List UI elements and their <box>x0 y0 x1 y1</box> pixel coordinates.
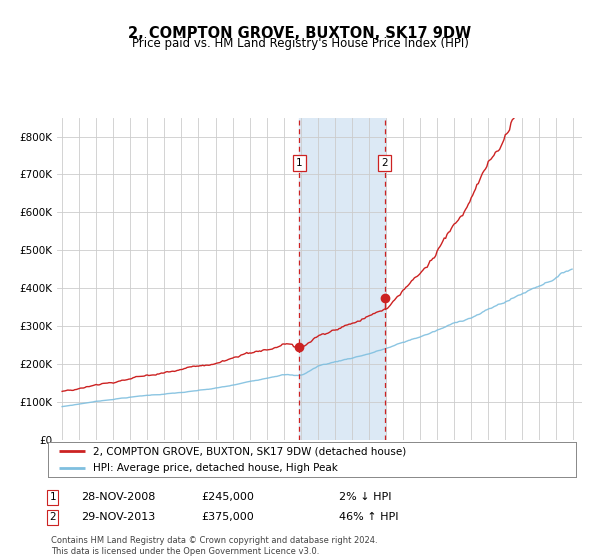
Text: 1: 1 <box>296 158 302 167</box>
Text: 2, COMPTON GROVE, BUXTON, SK17 9DW (detached house): 2, COMPTON GROVE, BUXTON, SK17 9DW (deta… <box>93 446 406 456</box>
Text: Contains HM Land Registry data © Crown copyright and database right 2024.
This d: Contains HM Land Registry data © Crown c… <box>51 536 377 556</box>
Text: 29-NOV-2013: 29-NOV-2013 <box>81 512 155 522</box>
Text: £245,000: £245,000 <box>201 492 254 502</box>
Text: Price paid vs. HM Land Registry's House Price Index (HPI): Price paid vs. HM Land Registry's House … <box>131 37 469 50</box>
Text: 46% ↑ HPI: 46% ↑ HPI <box>339 512 398 522</box>
Text: 2: 2 <box>49 512 56 522</box>
Text: 28-NOV-2008: 28-NOV-2008 <box>81 492 155 502</box>
Text: 1: 1 <box>49 492 56 502</box>
Bar <box>299 118 385 440</box>
Text: 2% ↓ HPI: 2% ↓ HPI <box>339 492 391 502</box>
Text: £375,000: £375,000 <box>201 512 254 522</box>
Text: 2, COMPTON GROVE, BUXTON, SK17 9DW: 2, COMPTON GROVE, BUXTON, SK17 9DW <box>128 26 472 41</box>
Text: 2: 2 <box>382 158 388 167</box>
Text: HPI: Average price, detached house, High Peak: HPI: Average price, detached house, High… <box>93 463 338 473</box>
